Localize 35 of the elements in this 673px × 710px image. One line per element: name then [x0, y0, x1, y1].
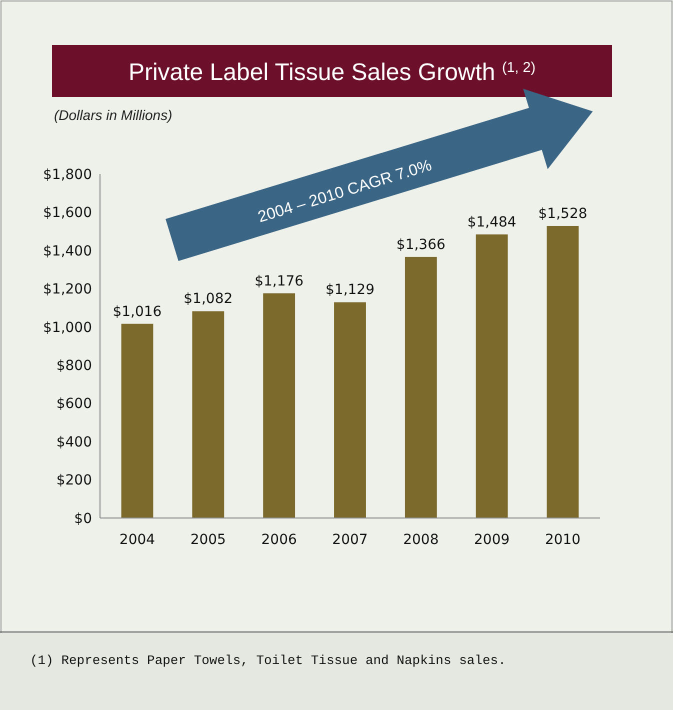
y-tick-label: $1,800 — [43, 166, 92, 183]
text: (1) Represents Paper Towels, Toilet Tissue and Napkins sales. — [30, 653, 506, 668]
bar — [334, 302, 366, 518]
data-label: $1,016 — [112, 304, 162, 320]
bar — [192, 311, 224, 518]
y-tick-label: $1,000 — [43, 320, 92, 336]
bar — [121, 324, 154, 518]
y-tick-label: $400 — [56, 434, 92, 450]
y-tick-label: $600 — [56, 396, 92, 412]
bar — [546, 226, 579, 518]
x-tick-label: 2005 — [190, 532, 226, 548]
data-label: $1,082 — [184, 291, 233, 308]
data-label: $1,176 — [254, 273, 304, 290]
x-tick-label: 2009 — [474, 532, 510, 548]
x-tick-label: 2007 — [332, 532, 368, 548]
chart-subtitle: (Dollars in Millions) — [54, 107, 172, 123]
data-label: $1,484 — [467, 214, 516, 230]
x-tick-label: 2004 — [119, 532, 156, 548]
bar — [404, 256, 437, 518]
chart-title: Private Label Tissue Sales Growth $^{(1, 2)}$ — [128, 59, 536, 86]
bar — [263, 293, 296, 518]
y-tick-label: $1,200 — [43, 282, 92, 298]
x-tick-label: 2008 — [403, 532, 439, 548]
y-tick-label: $1,600 — [43, 205, 92, 222]
annotation: 2004 – 2010 CAGR 7.0% — [256, 157, 434, 226]
y-tick-label: $1,400 — [43, 243, 92, 260]
bar — [476, 234, 508, 518]
y-tick-label: $0 — [74, 510, 92, 527]
data-label: $1,366 — [396, 236, 446, 253]
data-label: $1,129 — [326, 282, 374, 298]
x-tick-label: 2006 — [261, 532, 297, 548]
y-tick-label: $800 — [56, 358, 92, 374]
x-tick-label: 2010 — [544, 532, 581, 548]
data-label: $1,528 — [538, 206, 588, 222]
y-tick-label: $200 — [56, 472, 92, 489]
